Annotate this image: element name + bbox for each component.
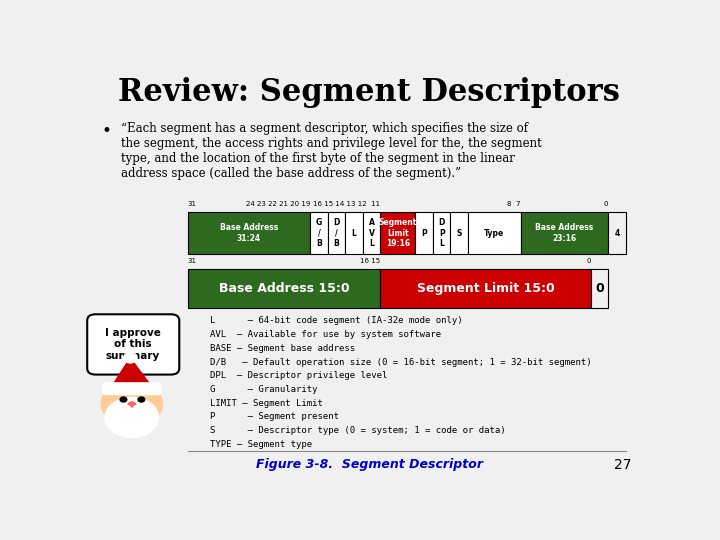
Text: DPL  — Descriptor privilege level: DPL — Descriptor privilege level [210,371,387,380]
Text: TYPE — Segment type: TYPE — Segment type [210,440,312,449]
Text: D/B   — Default operation size (0 = 16-bit segment; 1 = 32-bit segment): D/B — Default operation size (0 = 16-bit… [210,357,592,367]
Text: D
/
B: D / B [333,218,340,248]
Text: Base Address 15:0: Base Address 15:0 [219,282,349,295]
Text: P      — Segment present: P — Segment present [210,413,339,421]
Text: Base Address
31:24: Base Address 31:24 [220,224,278,243]
Text: S: S [456,229,462,238]
Text: AVL  — Available for use by system software: AVL — Available for use by system softwa… [210,330,441,339]
Circle shape [128,402,136,408]
Circle shape [124,353,137,363]
Polygon shape [109,358,154,390]
Text: G      — Granularity: G — Granularity [210,385,318,394]
Text: 31: 31 [188,201,197,207]
Text: 4: 4 [614,229,619,238]
Text: 31: 31 [188,258,197,264]
Text: L: L [351,229,356,238]
FancyBboxPatch shape [590,268,608,308]
Text: P: P [421,229,427,238]
Text: 27: 27 [613,458,631,472]
Circle shape [120,397,127,402]
Text: 8  7: 8 7 [507,201,521,207]
FancyBboxPatch shape [608,212,626,254]
Circle shape [101,381,163,427]
Circle shape [105,397,158,437]
Text: 0: 0 [595,282,604,295]
Text: 0: 0 [603,201,608,207]
Text: LIMIT — Segment Limit: LIMIT — Segment Limit [210,399,323,408]
FancyBboxPatch shape [346,212,363,254]
FancyBboxPatch shape [380,268,590,308]
FancyBboxPatch shape [188,212,310,254]
Text: Segment Limit 15:0: Segment Limit 15:0 [417,282,554,295]
Text: A
V
L: A V L [369,218,374,248]
FancyBboxPatch shape [380,212,415,254]
FancyBboxPatch shape [415,212,433,254]
FancyBboxPatch shape [310,212,328,254]
Text: BASE — Segment base address: BASE — Segment base address [210,344,355,353]
FancyBboxPatch shape [468,212,521,254]
Text: 16 15 14 13 12  11: 16 15 14 13 12 11 [313,201,380,207]
Text: L      — 64-bit code segment (IA-32e mode only): L — 64-bit code segment (IA-32e mode onl… [210,316,462,326]
Circle shape [132,405,145,415]
FancyBboxPatch shape [521,212,608,254]
Text: 24 23 22 21 20 19: 24 23 22 21 20 19 [246,201,310,207]
Text: I approve
of this
summary: I approve of this summary [105,328,161,361]
FancyBboxPatch shape [103,383,161,395]
FancyBboxPatch shape [328,212,346,254]
Text: •: • [101,122,111,140]
Text: Segment
Limit
19:16: Segment Limit 19:16 [379,218,417,248]
FancyBboxPatch shape [87,314,179,375]
Text: S      — Descriptor type (0 = system; 1 = code or data): S — Descriptor type (0 = system; 1 = cod… [210,426,505,435]
Text: 0: 0 [586,258,590,264]
FancyBboxPatch shape [188,268,380,308]
Text: 16 15: 16 15 [360,258,380,264]
Text: “Each segment has a segment descriptor, which specifies the size of
the segment,: “Each segment has a segment descriptor, … [121,122,541,180]
FancyBboxPatch shape [451,212,468,254]
FancyBboxPatch shape [433,212,451,254]
Text: Review: Segment Descriptors: Review: Segment Descriptors [118,77,620,109]
Text: G
/
B: G / B [316,218,322,248]
Circle shape [138,397,145,402]
Text: Type: Type [484,229,505,238]
Text: Base Address
23:16: Base Address 23:16 [535,224,593,243]
Text: Figure 3-8.  Segment Descriptor: Figure 3-8. Segment Descriptor [256,458,482,471]
Circle shape [118,405,131,415]
Text: D
P
L: D P L [438,218,445,248]
FancyBboxPatch shape [363,212,380,254]
